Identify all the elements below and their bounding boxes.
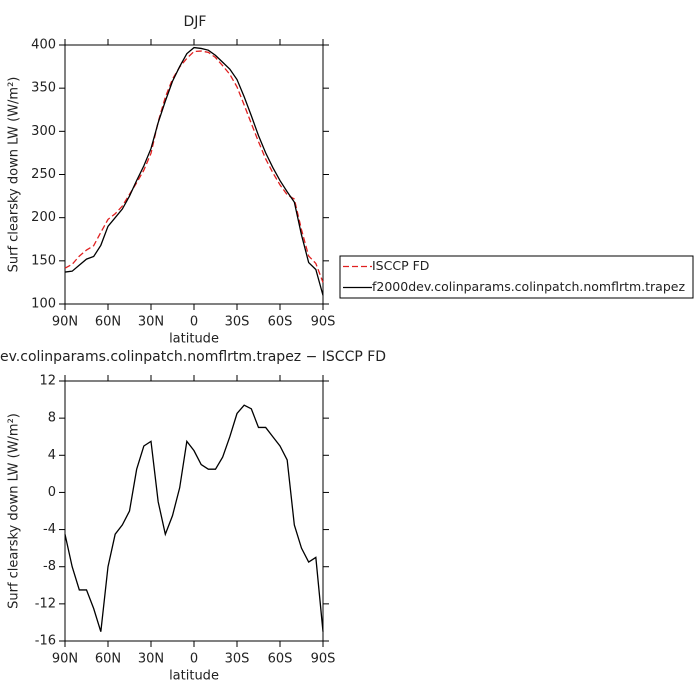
- y-tick-label: 8: [48, 411, 56, 426]
- y-tick-label: -12: [35, 596, 56, 611]
- y-axis-label: Surf clearsky down LW (W/m²): [7, 77, 22, 273]
- chart-title: DJF: [184, 14, 207, 30]
- x-tick-label: 60S: [268, 315, 293, 330]
- y-tick-label: 200: [31, 210, 56, 225]
- x-tick-label: 0: [190, 315, 198, 330]
- legend-label: f2000dev.colinparams.colinpatch.nomflrtm…: [372, 279, 685, 294]
- series-line: [64, 50, 324, 283]
- legend-box: [339, 255, 694, 299]
- y-tick-label: 300: [31, 124, 56, 139]
- y-tick-label: 350: [31, 81, 56, 96]
- y-tick-label: 100: [31, 297, 56, 312]
- plot-frame: [64, 44, 324, 305]
- x-tick-label: 60N: [95, 652, 121, 667]
- y-tick-label: 0: [48, 485, 56, 500]
- x-tick-label: 90S: [311, 315, 336, 330]
- y-axis-label: Surf clearsky down LW (W/m²): [7, 413, 22, 609]
- y-tick-label: 150: [31, 253, 56, 268]
- legend-label: ISCCP FD: [372, 258, 429, 273]
- series-line: [64, 46, 324, 296]
- series-line: [64, 404, 324, 632]
- y-tick-label: 4: [48, 448, 56, 463]
- y-tick-label: 400: [31, 38, 56, 53]
- x-tick-label: 90N: [52, 315, 78, 330]
- x-axis-label: latitude: [169, 332, 219, 347]
- x-axis-label: latitude: [169, 669, 219, 684]
- x-tick-label: 30S: [225, 315, 250, 330]
- chart-title: ev.colinparams.colinpatch.nomflrtm.trape…: [0, 349, 386, 365]
- y-tick-label: -8: [43, 559, 56, 574]
- y-tick-label: -16: [35, 634, 56, 649]
- x-tick-label: 0: [190, 652, 198, 667]
- x-tick-label: 30N: [138, 652, 164, 667]
- x-tick-label: 30S: [225, 652, 250, 667]
- y-tick-label: 12: [39, 374, 56, 389]
- x-tick-label: 30N: [138, 315, 164, 330]
- y-tick-label: 250: [31, 167, 56, 182]
- x-tick-label: 90N: [52, 652, 78, 667]
- y-tick-label: -4: [43, 522, 56, 537]
- x-tick-label: 60N: [95, 315, 121, 330]
- x-tick-label: 60S: [268, 652, 293, 667]
- x-tick-label: 90S: [311, 652, 336, 667]
